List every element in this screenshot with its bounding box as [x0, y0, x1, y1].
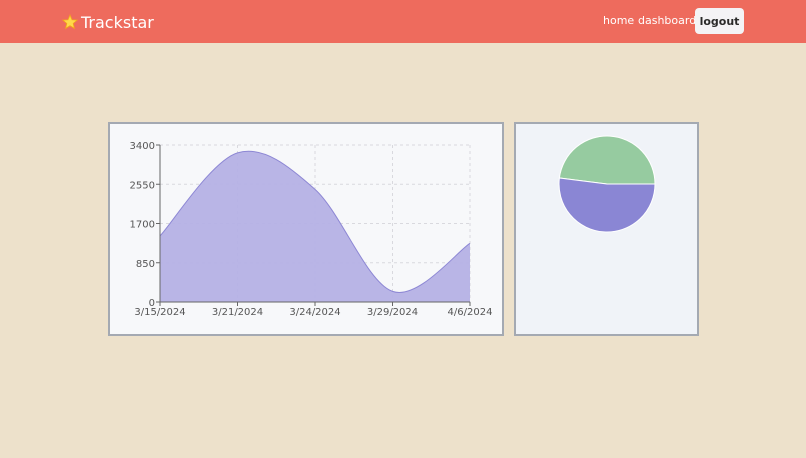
area-chart: 0 850 1700 2550 3400 3/15/2024 3/21/2024 3/24/2… [130, 141, 493, 318]
area-series-fill [160, 151, 470, 302]
x-tick-label: 3/24/2024 [289, 307, 340, 318]
x-tick-label: 3/21/2024 [212, 307, 263, 318]
x-tick-label: 3/15/2024 [134, 307, 185, 318]
y-tick-label: 3400 [130, 141, 155, 152]
area-chart-panel: 0 850 1700 2550 3400 3/15/2024 3/21/2024 3/24/2… [108, 122, 504, 336]
star-icon [62, 14, 78, 30]
logout-button[interactable]: logout [695, 8, 744, 34]
brand-name: Trackstar [81, 12, 154, 32]
pie-chart [558, 135, 656, 233]
pie-chart-panel [514, 122, 699, 336]
pie-slice [558, 177, 656, 233]
x-tick-label: 3/29/2024 [367, 307, 418, 318]
y-tick-label: 850 [136, 259, 155, 270]
nav-home-link[interactable]: home [603, 14, 635, 27]
y-tick-label: 0 [149, 298, 155, 309]
brand[interactable]: Trackstar [62, 11, 154, 33]
y-tick-label: 1700 [130, 220, 155, 231]
pie-slice [558, 135, 656, 185]
navbar: Trackstar home dashboard logout [0, 0, 806, 43]
y-tick-label: 2550 [130, 180, 155, 191]
area-series-line [159, 150, 471, 293]
nav-dashboard-link[interactable]: dashboard [638, 14, 697, 27]
x-tick-label: 4/6/2024 [448, 307, 493, 318]
